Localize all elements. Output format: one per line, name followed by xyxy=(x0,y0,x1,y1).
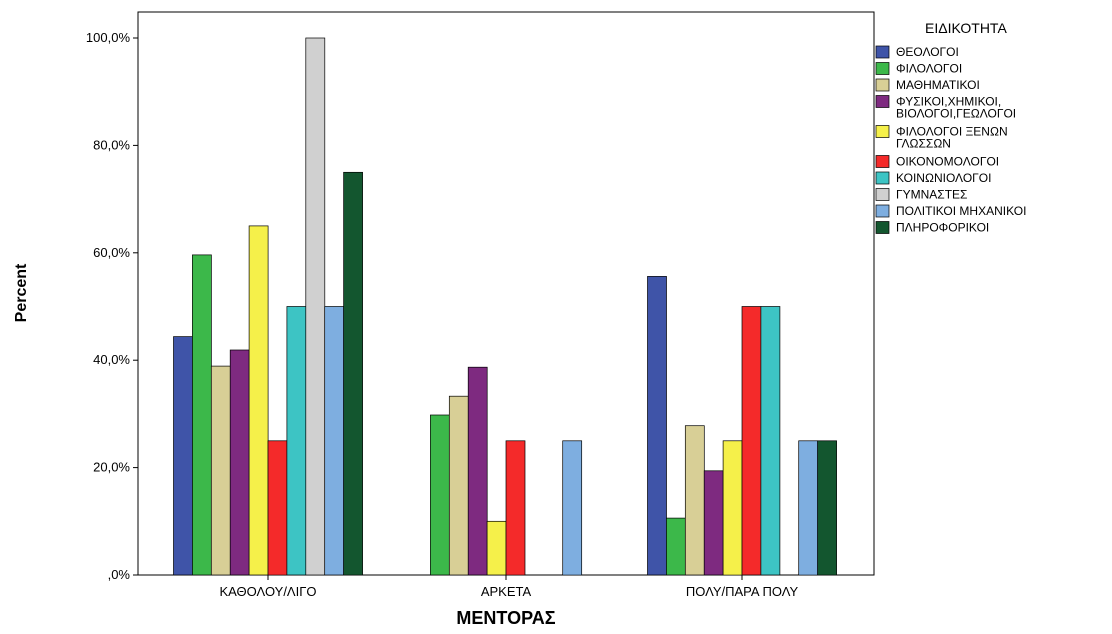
legend-label: ΠΟΛΙΤΙΚΟΙ ΜΗΧΑΝΙΚΟΙ xyxy=(896,204,1026,218)
legend-label: ΦΙΛΟΛΟΓΟΙ xyxy=(896,62,962,76)
bar xyxy=(173,336,193,576)
bar xyxy=(305,37,326,576)
bar xyxy=(486,520,507,576)
bar xyxy=(324,306,345,576)
legend-label: ΟΙΚΟΝΟΜΟΛΟΓΟΙ xyxy=(896,155,999,169)
bar xyxy=(703,470,724,576)
bar xyxy=(798,440,819,576)
legend-swatch xyxy=(875,62,890,75)
legend-label: ΜΑΘΗΜΑΤΙΚΟΙ xyxy=(896,78,980,92)
y-tick-label: 100,0% xyxy=(86,30,131,45)
legend-label: ΓΛΩΣΣΩΝ xyxy=(896,137,951,151)
legend-swatch xyxy=(875,78,890,92)
legend-swatch xyxy=(875,125,890,138)
bar xyxy=(760,306,781,576)
bar xyxy=(562,440,583,576)
legend-label: ΚΟΙΝΩΝΙΟΛΟΓΟΙ xyxy=(896,171,991,185)
bar xyxy=(741,306,762,576)
legend-swatch xyxy=(875,188,890,201)
bar xyxy=(192,254,212,576)
y-tick-label: 60,0% xyxy=(93,245,130,260)
bar xyxy=(448,395,469,576)
x-category-label: ΑΡΚΕΤΑ xyxy=(481,584,532,599)
x-axis: ΚΑΘΟΛΟΥ/ΛΙΓΟ ΑΡΚΕΤΑ ΠΟΛΥ/ΠΑΡΑ ΠΟΛΥ xyxy=(219,575,798,599)
legend-swatch xyxy=(875,221,890,234)
legend-label: ΓΥΜΝΑΣΤΕΣ xyxy=(896,188,967,202)
bar xyxy=(647,276,667,576)
bar xyxy=(722,440,743,576)
y-tick-label: ,0% xyxy=(108,567,131,582)
legend-label: ΠΛΗΡΟΦΟΡΙΚΟΙ xyxy=(896,221,989,235)
bar xyxy=(684,425,705,576)
y-tick-label: 40,0% xyxy=(93,352,130,367)
legend: ΕΙΔΙΚΟΤΗΤΑ ΘΕΟΛΟΓΟΙ ΦΙΛΟΛΟΓΟΙ ΜΑΘΗΜΑΤΙΚΟΙ Φ… xyxy=(875,20,1026,235)
bar xyxy=(267,440,288,576)
bar xyxy=(467,366,488,576)
bar xyxy=(343,171,363,576)
legend-title: ΕΙΔΙΚΟΤΗΤΑ xyxy=(925,20,1007,36)
legend-label: ΦΥΣΙΚΟΙ,ΧΗΜΙΚΟΙ, xyxy=(896,95,1001,109)
legend-label: ΘΕΟΛΟΓΟΙ xyxy=(896,45,959,59)
legend-label: ΒΙΟΛΟΓΟΙ,ΓΕΩΛΟΓΟΙ xyxy=(896,107,1016,121)
bars-group xyxy=(173,37,837,576)
x-category-label: ΠΟΛΥ/ΠΑΡΑ ΠΟΛΥ xyxy=(686,584,799,599)
bar xyxy=(666,517,686,576)
bar xyxy=(430,414,450,576)
legend-swatch xyxy=(875,45,890,59)
y-axis-title: Percent xyxy=(13,263,30,322)
y-axis: ,0% 20,0% 40,0% 60,0% 80,0% 100,0% xyxy=(86,30,138,582)
y-tick-label: 20,0% xyxy=(93,460,130,475)
bar xyxy=(248,225,269,576)
bar xyxy=(286,306,307,576)
legend-swatch xyxy=(875,95,890,108)
y-tick-label: 80,0% xyxy=(93,137,130,152)
legend-swatch xyxy=(875,155,890,168)
bar xyxy=(817,440,837,576)
x-axis-title: ΜΕΝΤΟΡΑΣ xyxy=(456,608,555,628)
bar xyxy=(229,349,250,576)
bar xyxy=(505,440,526,576)
legend-swatch xyxy=(875,171,890,185)
legend-swatch xyxy=(875,204,890,218)
legend-label: ΦΙΛΟΛΟΓΟΙ ΞΕΝΩΝ xyxy=(896,125,1008,139)
bar xyxy=(210,365,231,576)
x-category-label: ΚΑΘΟΛΟΥ/ΛΙΓΟ xyxy=(219,584,316,599)
